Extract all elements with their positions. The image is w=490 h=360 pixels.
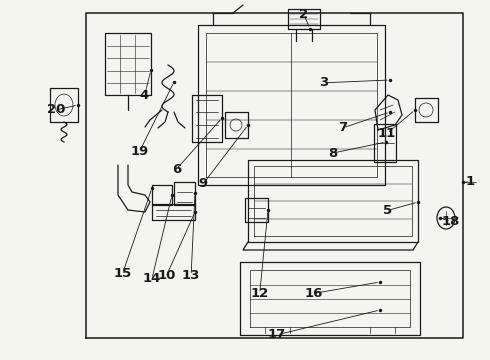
Text: 20: 20 (47, 103, 66, 116)
Text: 3: 3 (319, 76, 328, 89)
Text: 19: 19 (130, 145, 149, 158)
Text: 15: 15 (113, 267, 132, 280)
Text: 16: 16 (304, 287, 323, 300)
Text: 17: 17 (268, 328, 286, 341)
Text: 14: 14 (143, 273, 161, 285)
Text: 10: 10 (157, 269, 176, 282)
Text: 11: 11 (378, 127, 396, 140)
Text: 9: 9 (199, 177, 208, 190)
Text: 18: 18 (441, 215, 460, 228)
Text: 1: 1 (466, 175, 475, 188)
Text: 5: 5 (383, 204, 392, 217)
Text: 13: 13 (182, 269, 200, 282)
Text: 2: 2 (299, 8, 308, 21)
Text: 4: 4 (140, 89, 149, 102)
Text: 6: 6 (172, 163, 181, 176)
Text: 8: 8 (329, 147, 338, 159)
Text: 7: 7 (339, 121, 347, 134)
Text: 12: 12 (250, 287, 269, 300)
